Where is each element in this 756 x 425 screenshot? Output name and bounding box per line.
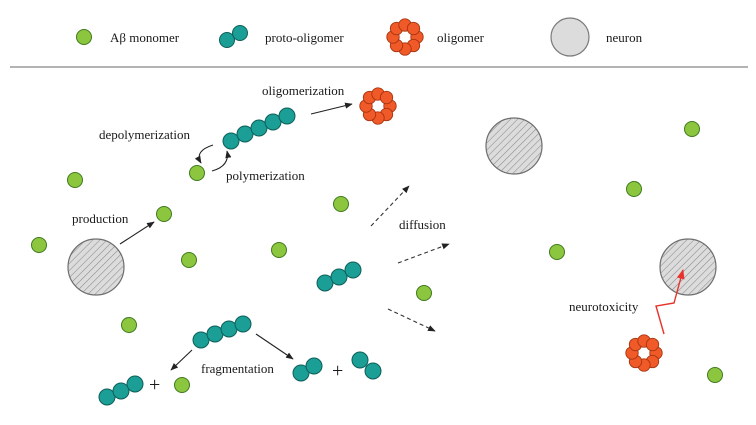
legend: Aβ monomer proto-oligomer oligomer neuro… [76,17,643,57]
monomer [271,242,287,258]
legend-neuron: neuron [550,17,643,57]
neuron-target [659,238,717,296]
legend-oligomer-icon [386,18,424,56]
arrow-fragment-right [255,333,294,360]
monomer [121,317,137,333]
label-oligomerization: oligomerization [262,83,345,98]
legend-neuron-icon [550,17,590,57]
label-diffusion: diffusion [399,217,446,232]
monomer [31,237,47,253]
oligomer-bead [645,337,660,352]
arrow-production [119,221,155,245]
label-polymerization: polymerization [226,168,305,183]
fragmentation-process: fragmentation + + [98,315,382,406]
arrow-diffusion-up [370,185,410,227]
oligomer-formed [359,87,397,125]
label-fragmentation: fragmentation [201,361,274,376]
legend-monomer-label: Aβ monomer [110,30,180,45]
label-neurotoxicity: neurotoxicity [569,299,639,314]
monomer [707,367,723,383]
fragment-dimer-b [351,351,382,380]
monomer [684,121,700,137]
plus-sign-left: + [149,374,160,396]
oligomer-toxic [625,334,663,372]
arrow-polymerization [211,150,232,172]
legend-neuron-label: neuron [606,30,643,45]
neurotoxicity-process: neurotoxicity [569,269,685,372]
neuron-top [485,117,543,175]
oligomer-bead [379,90,394,105]
monomer [416,285,432,301]
proto-oligomer-fragmenting [192,315,252,349]
fragment-trimer [98,375,144,406]
production-process: production [72,206,172,245]
monomer [181,252,197,268]
fragment-monomer [174,377,190,393]
legend-oligomer-label: oligomer [437,30,485,45]
proto-oligomer-chain [222,107,296,150]
label-production: production [72,211,129,226]
arrow-fragment-left [170,349,193,371]
arrow-diffusion-mid [397,243,450,264]
monomer [626,181,642,197]
fragment-dimer-a [292,357,323,382]
arrow-depolymerization [194,144,214,164]
monomer [549,244,565,260]
legend-proto-oligomer: proto-oligomer [219,25,344,48]
oligomer-bead [406,21,421,36]
monomer [67,172,83,188]
neurons [67,117,717,296]
neuron-production [67,238,125,296]
legend-proto-oligomer-icon [219,25,248,48]
arrow-diffusion-down [387,308,436,332]
neurotoxicity-arrow [655,269,685,335]
plus-sign-right: + [332,360,343,382]
legend-monomer: Aβ monomer [76,29,180,45]
arrow-oligomerization [310,102,353,115]
monomer-polymerization [189,165,205,181]
diffusion-process: diffusion [316,185,450,332]
proto-oligomer-diffusing [316,261,362,292]
oligomerization-process: oligomerization depolymerization polymer… [99,83,397,183]
monomer [333,196,349,212]
free-monomers [31,121,723,383]
monomer-produced [156,206,172,222]
legend-monomer-icon [76,29,92,45]
legend-proto-oligomer-label: proto-oligomer [265,30,344,45]
label-depolymerization: depolymerization [99,127,190,142]
legend-oligomer: oligomer [386,18,485,56]
